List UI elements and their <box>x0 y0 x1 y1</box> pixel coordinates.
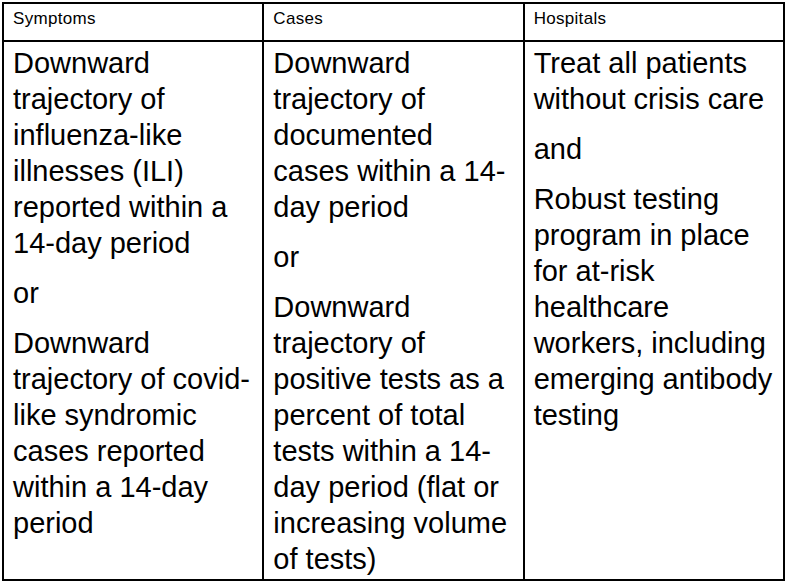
symptoms-criterion-2: Downward trajectory of covid-like syndro… <box>13 325 253 541</box>
hospitals-conjunction: and <box>534 131 774 167</box>
body-cell-symptoms: Downward trajectory of influenza-like il… <box>4 42 262 579</box>
symptoms-criterion-1: Downward trajectory of influenza-like il… <box>13 45 253 261</box>
cases-criterion-2: Downward trajectory of positive tests as… <box>273 289 513 577</box>
cases-criterion-1: Downward trajectory of documented cases … <box>273 45 513 225</box>
hospitals-criterion-1: Treat all patients without crisis care <box>534 45 774 117</box>
header-cell-hospitals: Hospitals <box>525 4 783 40</box>
header-cell-cases: Cases <box>264 4 522 40</box>
symptoms-conjunction: or <box>13 275 253 311</box>
body-cell-cases: Downward trajectory of documented cases … <box>264 42 522 579</box>
hospitals-criterion-2: Robust testing program in place for at-r… <box>534 181 774 433</box>
cases-conjunction: or <box>273 239 513 275</box>
gating-criteria-table: Symptoms Cases Hospitals Downward trajec… <box>2 2 785 581</box>
header-cell-symptoms: Symptoms <box>4 4 262 40</box>
body-cell-hospitals: Treat all patients without crisis care a… <box>525 42 783 579</box>
